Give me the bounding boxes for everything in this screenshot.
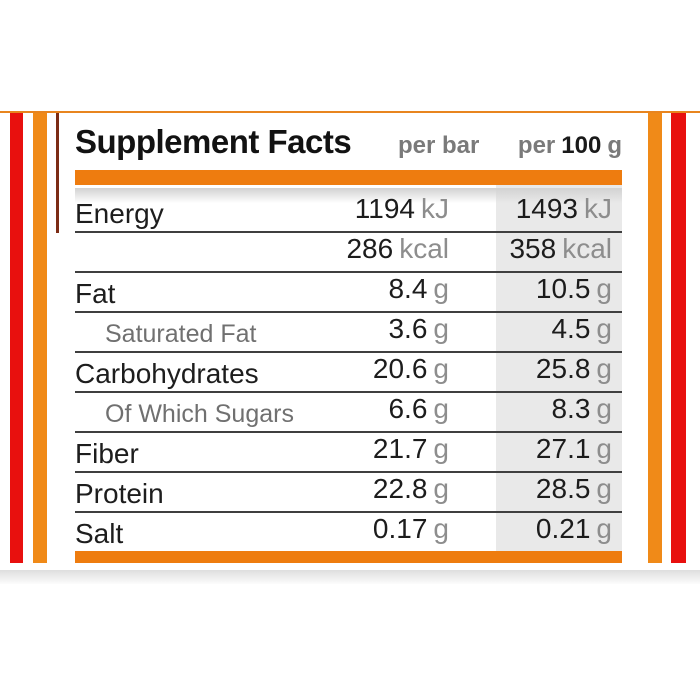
per-100g-amount: 100 [561, 132, 602, 159]
left-red-stripe [10, 113, 23, 563]
per-100g-cell: 4.5 g [551, 313, 612, 344]
table-row: Salt 0.17 g 0.21 g [75, 513, 622, 551]
row-label: Saturated Fat [105, 320, 257, 348]
row-label: Protein [75, 478, 164, 509]
per-bar-cell: 0.17 g [372, 513, 449, 544]
nutrition-table: Energy 1194 kJ 1493 kJ 286 kcal 358 kcal Fat… [75, 185, 622, 551]
bottom-drop-shadow [0, 570, 700, 584]
panel-header: Supplement Facts per bar per 100 g [75, 118, 622, 170]
row-label: Carbohydrates [75, 358, 259, 389]
footer-divider-bar [75, 551, 622, 563]
per-100g-column-header: per 100 g [479, 122, 622, 170]
per-100g-cell: 358 kcal [509, 233, 612, 264]
label-left-edge-line [56, 113, 59, 233]
per-100g-column-shading [496, 185, 622, 551]
table-row: Of Which Sugars 6.6 g 8.3 g [75, 393, 622, 433]
header-divider-bar [75, 170, 622, 185]
right-red-stripe [671, 113, 686, 563]
per-bar-cell: 1194 kJ [354, 193, 449, 224]
table-row: 286 kcal 358 kcal [75, 233, 622, 273]
row-label: Salt [75, 518, 124, 549]
table-row: Saturated Fat 3.6 g 4.5 g [75, 313, 622, 353]
per-100g-cell: 1493 kJ [515, 193, 612, 224]
row-label: Of Which Sugars [105, 400, 294, 428]
per-bar-cell: 6.6 g [388, 393, 449, 424]
per-bar-cell: 8.4 g [388, 273, 449, 304]
table-row: Fiber 21.7 g 27.1 g [75, 433, 622, 473]
per-bar-cell: 20.6 g [372, 353, 449, 384]
per-bar-cell: 286 kcal [346, 233, 449, 264]
right-orange-stripe [648, 113, 662, 563]
table-row: Energy 1194 kJ 1493 kJ [75, 185, 622, 233]
per-100g-cell: 28.5 g [535, 473, 612, 504]
table-row: Fat 8.4 g 10.5 g [75, 273, 622, 313]
row-label: Fat [75, 278, 116, 309]
top-rule-line [0, 111, 700, 113]
per-100g-prefix: per [517, 132, 556, 159]
left-orange-stripe [33, 113, 47, 563]
per-bar-column-header: per bar [397, 132, 480, 159]
per-100g-cell: 25.8 g [535, 353, 612, 384]
table-row: Carbohydrates 20.6 g 25.8 g [75, 353, 622, 393]
per-100g-cell: 10.5 g [535, 273, 612, 304]
per-bar-cell: 3.6 g [388, 313, 449, 344]
per-100g-cell: 27.1 g [535, 433, 612, 464]
per-100g-unit: g [607, 132, 622, 159]
per-bar-cell: 21.7 g [372, 433, 449, 464]
per-100g-cell: 0.21 g [535, 513, 612, 544]
row-label: Energy [75, 198, 164, 229]
per-bar-cell: 22.8 g [372, 473, 449, 504]
supplement-facts-panel: Supplement Facts per bar per 100 g Energy … [75, 118, 622, 563]
table-row: Protein 22.8 g 28.5 g [75, 473, 622, 513]
per-100g-cell: 8.3 g [551, 393, 612, 424]
panel-title: Supplement Facts [75, 123, 352, 160]
row-label: Fiber [75, 438, 139, 469]
header-drop-shadow [75, 188, 622, 203]
